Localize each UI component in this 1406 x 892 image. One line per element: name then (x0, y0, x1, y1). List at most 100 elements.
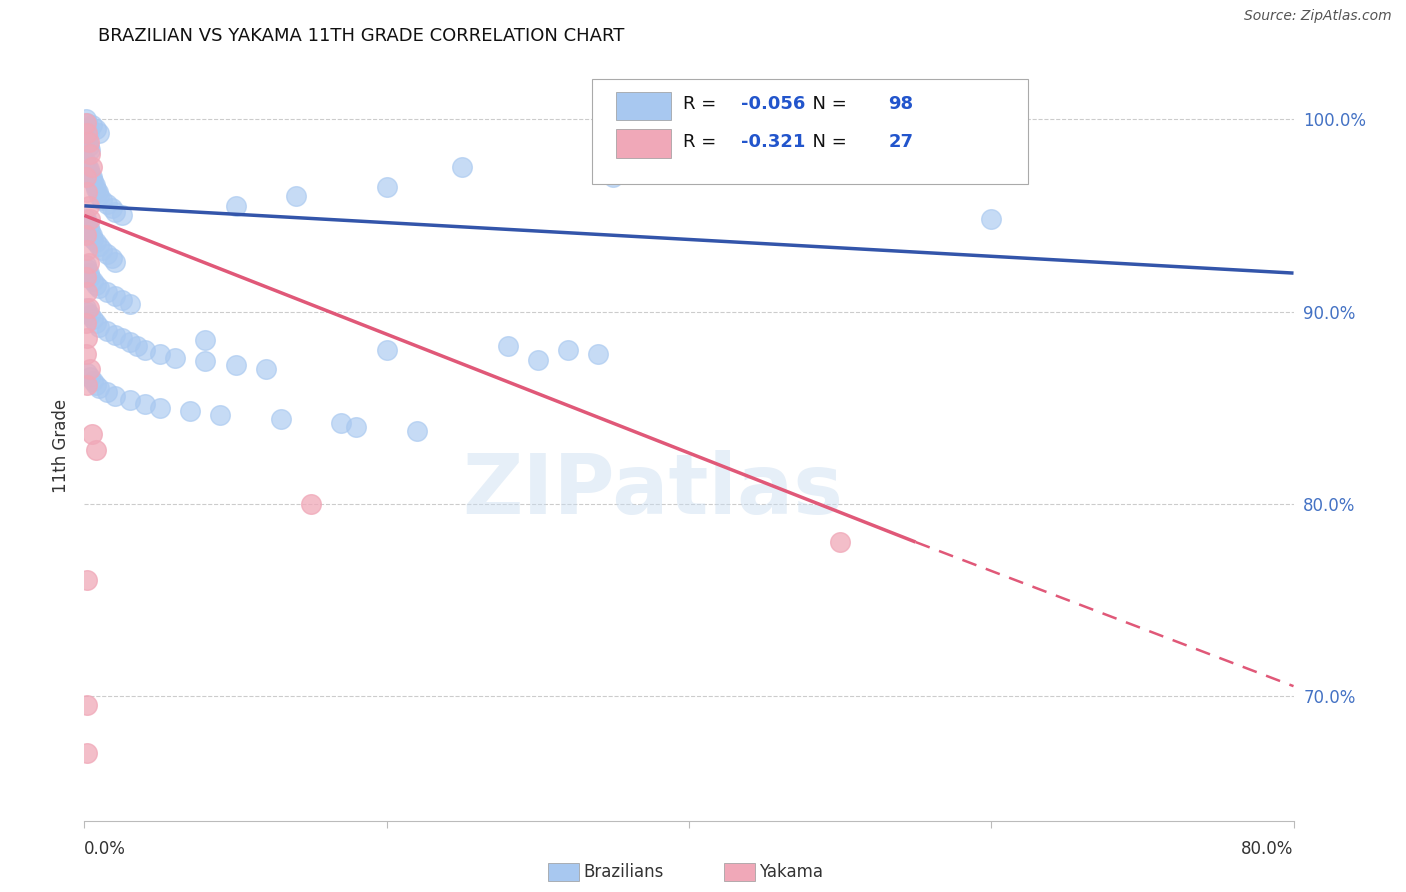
Text: 27: 27 (889, 133, 914, 151)
Point (75, 212, 97, 227)
Point (79, 224, 101, 238)
Point (225, 199, 247, 213)
Point (194, 334, 217, 348)
Point (118, 335, 141, 350)
Point (79, 362, 101, 376)
Point (75, 154, 97, 169)
Point (76, 122, 98, 136)
Point (375, 343, 398, 357)
Text: 98: 98 (889, 95, 914, 113)
Text: Source: ZipAtlas.com: Source: ZipAtlas.com (1244, 9, 1392, 23)
Point (86, 181, 108, 195)
Point (285, 189, 308, 203)
Point (86, 316, 108, 330)
Point (79, 212, 101, 227)
Point (496, 339, 519, 353)
Point (104, 327, 127, 342)
Point (75, 112, 97, 127)
Point (91, 193, 114, 207)
Point (84, 178, 107, 192)
Point (80, 161, 103, 175)
Point (76, 116, 98, 130)
Point (89, 381, 111, 395)
FancyBboxPatch shape (616, 129, 671, 158)
Point (104, 389, 127, 403)
Point (77, 301, 100, 315)
Point (76, 186, 98, 200)
Point (80, 227, 103, 242)
Point (77, 199, 100, 213)
Point (179, 404, 201, 418)
Point (79, 269, 101, 284)
Point (79, 309, 101, 323)
Point (75, 347, 97, 361)
Point (104, 204, 127, 219)
Point (76, 377, 98, 392)
Point (225, 359, 247, 373)
Point (76, 698, 98, 713)
Point (86, 277, 108, 292)
Point (79, 143, 101, 157)
FancyBboxPatch shape (616, 92, 671, 120)
Point (527, 352, 550, 367)
Point (76, 285, 98, 300)
Point (86, 377, 108, 392)
Point (89, 281, 111, 295)
Point (77, 136, 100, 150)
Point (76, 126, 98, 140)
Text: R =: R = (683, 95, 721, 113)
Y-axis label: 11th Grade: 11th Grade (52, 399, 70, 493)
Point (77, 120, 100, 134)
Point (165, 351, 187, 365)
Point (76, 159, 98, 173)
Point (80, 427, 103, 442)
Text: BRAZILIAN VS YAKAMA 11TH GRADE CORRELATION CHART: BRAZILIAN VS YAKAMA 11TH GRADE CORRELATI… (98, 27, 624, 45)
Point (134, 397, 156, 411)
Point (76, 747, 98, 761)
Point (76, 243, 98, 257)
Point (76, 331, 98, 345)
Text: Brazilians: Brazilians (583, 863, 664, 881)
Point (76, 128, 98, 142)
Text: N =: N = (801, 95, 853, 113)
Text: N =: N = (801, 133, 853, 151)
Point (127, 339, 149, 353)
Text: 80.0%: 80.0% (1241, 840, 1294, 858)
Point (89, 189, 111, 203)
Point (100, 201, 122, 215)
Point (76, 366, 98, 380)
Point (118, 392, 141, 407)
Point (82, 231, 104, 245)
Point (75, 269, 97, 284)
Point (77, 266, 100, 280)
Point (82, 312, 104, 326)
Point (77, 256, 100, 270)
Point (76, 136, 98, 150)
Point (76, 216, 98, 230)
Text: ZIPatlas: ZIPatlas (463, 450, 844, 532)
Point (588, 347, 610, 361)
Point (346, 419, 368, 434)
Point (91, 243, 114, 257)
Point (406, 424, 429, 438)
Point (75, 259, 97, 273)
Point (602, 169, 624, 184)
Point (75, 116, 97, 130)
Point (75, 131, 97, 145)
Point (86, 442, 108, 457)
Point (254, 362, 277, 376)
Point (86, 122, 108, 136)
Point (82, 174, 104, 188)
Point (87, 186, 110, 200)
Point (330, 416, 353, 430)
Point (134, 343, 156, 357)
Point (118, 297, 141, 311)
Text: -0.056: -0.056 (741, 95, 806, 113)
Point (75, 227, 97, 242)
Text: R =: R = (683, 133, 728, 151)
Point (77, 126, 100, 140)
Point (75, 169, 97, 184)
Text: Yakama: Yakama (759, 863, 824, 881)
Point (104, 254, 127, 268)
Point (89, 239, 111, 253)
